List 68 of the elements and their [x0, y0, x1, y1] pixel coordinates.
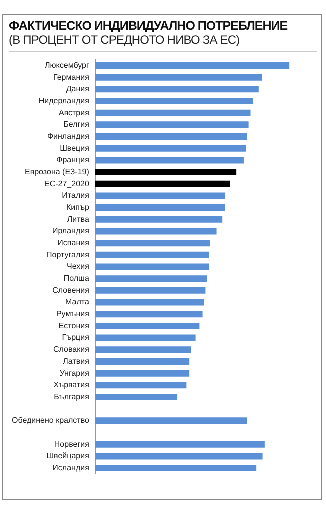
bar — [95, 134, 248, 140]
bar — [95, 453, 263, 460]
y-tick-label: Унгария — [60, 368, 90, 378]
y-tick-label: Гърция — [62, 333, 90, 342]
bar — [95, 110, 251, 116]
y-tick-label: Швейцария — [46, 452, 90, 461]
bar — [95, 358, 190, 365]
y-tick-label: Люксембург — [45, 60, 90, 70]
chart-title: ФАКТИЧЕСКО ИНДИВИДУАЛНО ПОТРЕБЛЕНИЕ — [9, 19, 289, 33]
bar — [95, 74, 262, 81]
y-tick-label: Португалия — [46, 250, 90, 260]
y-tick-label: Белгия — [64, 120, 90, 130]
y-tick-label: Дания — [66, 84, 90, 94]
y-tick-label: Германия — [54, 72, 90, 82]
bar — [95, 86, 259, 93]
bar — [95, 276, 208, 282]
y-tick-label: Австрия — [59, 108, 90, 118]
y-tick-label: Латвия — [63, 356, 90, 366]
bar — [95, 204, 226, 212]
y-tick-label: Обединено кралство — [12, 416, 90, 426]
y-tick-label: Исландия — [52, 463, 90, 472]
bar — [95, 122, 249, 128]
bar — [95, 145, 246, 152]
bar — [95, 299, 204, 306]
y-tick-label: Швеция — [60, 144, 90, 153]
y-tick-label: Кипър — [66, 203, 90, 212]
bar — [95, 228, 217, 235]
chart-subtitle: (В ПРОЦЕНТ ОТ СРЕДНОТО НИВО ЗА ЕС) — [9, 33, 317, 52]
bar — [95, 322, 200, 330]
bar — [95, 334, 196, 342]
y-tick-label: Чехия — [67, 262, 90, 272]
bar — [95, 346, 192, 354]
bar — [95, 169, 237, 176]
bar — [95, 441, 265, 448]
bar — [95, 180, 230, 188]
y-tick-label: Ирландия — [52, 226, 90, 236]
y-tick-label: Еврозона (ЕЗ-19) — [25, 167, 90, 176]
bar — [95, 418, 248, 424]
bar — [95, 370, 190, 377]
bar — [95, 264, 210, 270]
bar — [95, 157, 244, 164]
bar — [95, 192, 226, 200]
bar — [95, 216, 223, 223]
bar — [95, 394, 178, 400]
bar — [95, 382, 187, 389]
bar — [95, 311, 203, 318]
y-tick-label: Литва — [67, 214, 90, 224]
y-tick-label: Естония — [58, 321, 90, 330]
y-tick-label: Румъния — [56, 310, 90, 319]
bar — [95, 465, 257, 472]
y-tick-label: Норвегия — [54, 440, 90, 449]
y-tick-label: Хърватия — [54, 380, 90, 390]
y-tick-label: Испания — [58, 238, 90, 248]
y-tick-label: Италия — [62, 191, 90, 200]
y-tick-label: Франция — [56, 156, 90, 165]
y-tick-label: Нидерландия — [38, 96, 90, 106]
y-tick-label: Полша — [64, 274, 90, 284]
bar — [95, 252, 210, 258]
y-tick-label: Словакия — [54, 345, 90, 354]
y-tick-label: Словения — [52, 286, 90, 295]
bar — [95, 287, 206, 294]
bar — [95, 98, 254, 104]
bar — [95, 240, 210, 247]
y-tick-label: Малта — [66, 298, 90, 307]
bar — [95, 62, 290, 69]
y-tick-label: ЕС-27_2020 — [44, 179, 90, 188]
y-tick-label: Финландия — [47, 132, 90, 141]
y-tick-label: България — [54, 392, 90, 402]
